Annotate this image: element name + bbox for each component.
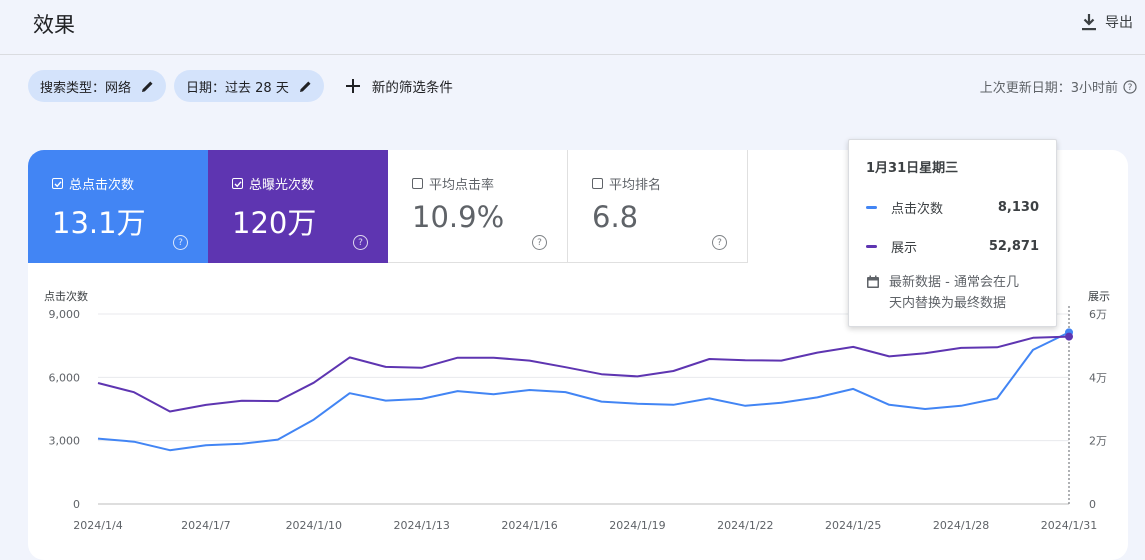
svg-text:?: ? [1128, 83, 1133, 93]
x-tick-label: 2024/1/7 [181, 519, 230, 532]
performance-chart: 0 3,000 6,000 9,000 0 2万 4万 6万 点击次数 展示 2024/1/4 202… [44, 289, 1110, 532]
tooltip-note-line2: 天内替换为最终数据 [889, 296, 1007, 311]
ctr-metric-tile[interactable]: 平均点击率 10.9% ? [388, 150, 568, 263]
help-icon[interactable]: ? [712, 235, 727, 250]
search-type-filter-label: 搜索类型：网络 [40, 80, 132, 96]
ctr-metric-value: 10.9% [412, 200, 505, 234]
y-right-axis-label: 展示 [1088, 290, 1110, 303]
y-left-tick-label: 6,000 [49, 371, 81, 384]
edit-pencil-icon [299, 81, 311, 92]
top-bar: 效果 导出 [0, 0, 1145, 55]
x-tick-label: 2024/1/10 [286, 519, 342, 532]
ctr-metric-label: 平均点击率 [429, 178, 495, 193]
metric-tiles: 总点击次数 13.1万 ? 总曝光次数 120万 ? 平均点击率 10.9% ? [28, 150, 748, 264]
chart-tooltip: 1月31日星期三 点击次数 8,130 展示 52,871 最新数据 - 通常会… [848, 139, 1057, 327]
date-filter-chip[interactable]: 日期：过去 28 天 [174, 70, 324, 102]
impressions-metric-value: 120万 [232, 206, 317, 240]
tooltip-note: 最新数据 - 通常会在几 天内替换为最终数据 [866, 272, 1039, 314]
search-type-filter-chip[interactable]: 搜索类型：网络 [28, 70, 167, 102]
series-line [97, 335, 1070, 413]
x-tick-label: 2024/1/22 [717, 519, 773, 532]
y-right-tick-label: 6万 [1089, 308, 1107, 321]
x-tick-label: 2024/1/25 [825, 519, 881, 532]
x-tick-label: 2024/1/28 [933, 519, 989, 532]
plus-icon [345, 79, 360, 93]
impressions-metric-label: 总曝光次数 [249, 178, 315, 193]
help-icon[interactable]: ? [173, 235, 188, 250]
download-icon [1082, 14, 1096, 31]
clicks-metric-label: 总点击次数 [69, 178, 135, 193]
checkbox-unchecked-icon[interactable] [592, 178, 603, 189]
tooltip-impressions-row: 展示 52,871 [866, 237, 1039, 256]
performance-card: 0 3,000 6,000 9,000 0 2万 4万 6万 点击次数 展示 2024/1/4 202… [28, 150, 1128, 560]
x-tick-label: 2024/1/13 [393, 519, 449, 532]
data-point [1065, 332, 1073, 341]
position-metric-label: 平均排名 [609, 178, 662, 193]
clicks-metric-tile[interactable]: 总点击次数 13.1万 ? [28, 150, 208, 263]
tooltip-impressions-value: 52,871 [988, 239, 1039, 254]
clicks-legend-swatch [866, 206, 877, 209]
new-filter-button[interactable]: 新的筛选条件 [345, 76, 453, 96]
checkbox-unchecked-icon[interactable] [412, 178, 423, 189]
help-icon[interactable]: ? [353, 235, 368, 250]
new-filter-label: 新的筛选条件 [371, 80, 453, 96]
checkbox-checked-icon[interactable] [232, 178, 243, 189]
export-label: 导出 [1105, 15, 1133, 31]
y-left-tick-label: 9,000 [49, 308, 81, 321]
clicks-metric-value: 13.1万 [52, 206, 146, 240]
edit-pencil-icon [142, 81, 153, 92]
y-right-tick-label: 4万 [1089, 371, 1107, 384]
tooltip-clicks-value: 8,130 [997, 200, 1039, 215]
x-tick-label: 2024/1/19 [609, 519, 665, 532]
tooltip-date: 1月31日星期三 [866, 161, 959, 176]
help-icon[interactable]: ? [1123, 79, 1137, 94]
impressions-legend-swatch [866, 245, 877, 248]
calendar-icon [867, 275, 879, 288]
position-metric-value: 6.8 [592, 200, 639, 234]
tooltip-impressions-label: 展示 [891, 241, 918, 256]
date-filter-label: 日期：过去 28 天 [186, 80, 289, 96]
y-left-axis-label: 点击次数 [44, 289, 88, 303]
x-tick-label: 2024/1/31 [1041, 519, 1097, 532]
y-right-tick-label: 0 [1089, 498, 1096, 511]
export-button[interactable]: 导出 [1081, 12, 1133, 32]
y-right-tick-label: 2万 [1089, 435, 1107, 448]
y-left-tick-label: 0 [73, 498, 80, 511]
position-metric-tile[interactable]: 平均排名 6.8 ? [568, 150, 748, 263]
filter-bar: 搜索类型：网络 日期：过去 28 天 新的筛选条件 [28, 70, 453, 102]
x-tick-label: 2024/1/4 [73, 519, 122, 532]
tooltip-clicks-row: 点击次数 8,130 [866, 198, 1039, 217]
last-updated: 上次更新日期：3小时前 ? [980, 77, 1137, 96]
x-tick-label: 2024/1/16 [501, 519, 557, 532]
checkbox-checked-icon[interactable] [52, 178, 63, 189]
impressions-metric-tile[interactable]: 总曝光次数 120万 ? [208, 150, 388, 263]
last-updated-text: 上次更新日期：3小时前 [979, 81, 1118, 96]
help-icon[interactable]: ? [532, 235, 547, 250]
tooltip-clicks-label: 点击次数 [891, 202, 944, 217]
series-line [97, 331, 1070, 452]
tooltip-note-line1: 最新数据 - 通常会在几 [889, 275, 1019, 290]
page-title: 效果 [33, 13, 75, 37]
y-left-tick-label: 3,000 [49, 435, 81, 448]
